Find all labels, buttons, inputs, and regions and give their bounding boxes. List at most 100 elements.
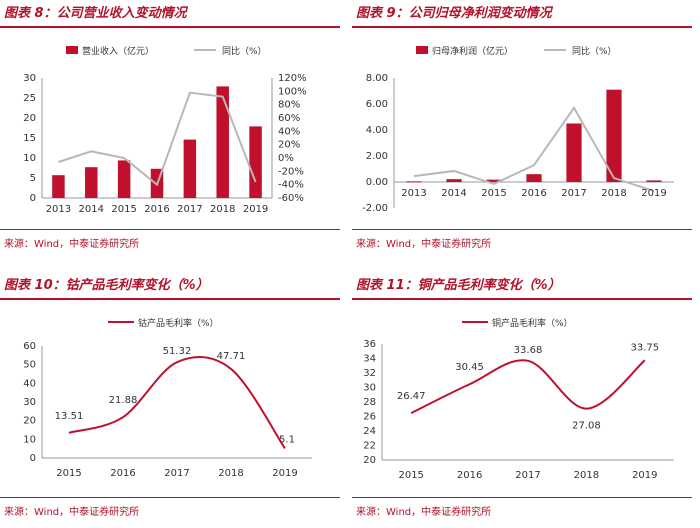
chart-source: 来源：Wind，中泰证券研究所 (356, 239, 492, 250)
x-tick-label: 2019 (632, 470, 657, 481)
x-tick-label: 2017 (164, 468, 189, 479)
y-tick-label: -2.00 (362, 203, 388, 214)
x-tick-label: 2016 (521, 188, 546, 199)
chart-title: 图表 11：铜产品毛利率变化（%） (356, 278, 561, 293)
source-rule (352, 497, 692, 498)
bar-2017 (566, 123, 582, 182)
bar-2016 (526, 174, 542, 182)
y-tick-label: 36 (363, 339, 376, 350)
y2-tick-label: 120% (278, 73, 307, 84)
title-rule (352, 26, 692, 28)
x-tick-label: 2017 (177, 204, 202, 215)
chart-title: 图表 10：钴产品毛利率变化（%） (4, 278, 209, 293)
x-tick-label: 2015 (481, 188, 506, 199)
x-tick-label: 2017 (515, 470, 540, 481)
bar-2019 (249, 126, 262, 198)
y2-tick-label: -60% (278, 193, 304, 204)
bar-2015 (486, 179, 502, 182)
y-tick-label: 10 (23, 434, 36, 445)
y-tick-label: 10 (23, 153, 36, 164)
y-tick-label: 2.00 (366, 151, 388, 162)
legend-label: 同比（%） (572, 45, 617, 57)
data-label: 47.71 (217, 351, 246, 362)
y2-tick-label: 20% (278, 140, 300, 151)
y-tick-label: 30 (363, 383, 376, 394)
y-tick-label: 22 (363, 441, 376, 452)
chart-title: 图表 9：公司归母净利润变动情况 (356, 6, 552, 21)
y-tick-label: 6.00 (366, 99, 388, 110)
legend-swatch-bar (416, 46, 428, 54)
data-label: 51.32 (163, 346, 192, 357)
x-tick-label: 2018 (218, 468, 243, 479)
x-tick-label: 2017 (561, 188, 586, 199)
y-tick-label: 0 (30, 193, 36, 204)
x-tick-label: 2016 (457, 470, 482, 481)
chart-source: 来源：Wind，中泰证券研究所 (4, 507, 140, 518)
chart-source: 来源：Wind，中泰证券研究所 (4, 239, 140, 250)
x-tick-label: 2016 (144, 204, 169, 215)
y2-tick-label: -20% (278, 166, 304, 177)
chart-net-profit: 归母净利润（亿元） 同比（%） -2.00 0.00 2.00 4.00 6.00 8.00 2… (362, 45, 674, 214)
x-tick-label: 2014 (79, 204, 104, 215)
chart-title: 图表 8：公司营业收入变动情况 (4, 6, 187, 21)
y-tick-label: 30 (23, 397, 36, 408)
legend-label: 钴产品毛利率（%） (138, 317, 219, 329)
x-tick-label: 2019 (641, 188, 666, 199)
y-tick-label: 0 (30, 453, 36, 464)
y-tick-label: 30 (23, 73, 36, 84)
data-label: 33.75 (630, 342, 659, 353)
legend-label: 归母净利润（亿元） (432, 45, 513, 57)
x-tick-label: 2019 (243, 204, 268, 215)
panel-net-profit: 图表 9：公司归母净利润变动情况 归母净利润（亿元） 同比（%） -2.00 0.00… (352, 0, 692, 255)
bar-2015 (117, 160, 131, 198)
data-label: 27.08 (572, 421, 601, 432)
legend-label: 同比（%） (222, 45, 267, 57)
chart-revenue: 营业收入（亿元） 同比（%） 0 5 10 15 20 25 30 -60% -40% -20% 0% 2… (23, 45, 307, 215)
x-tick-label: 2013 (401, 188, 426, 199)
chart-source: 来源：Wind，中泰证券研究所 (356, 507, 492, 518)
bar-2014 (85, 167, 98, 198)
y-tick-label: 4.00 (366, 125, 388, 136)
y2-tick-label: 100% (278, 86, 307, 97)
source-rule (352, 229, 692, 230)
x-tick-label: 2015 (56, 468, 81, 479)
legend-label: 铜产品毛利率（%） (492, 317, 573, 329)
series-line (410, 359, 646, 414)
x-tick-label: 2014 (441, 188, 466, 199)
y2-tick-label: 60% (278, 113, 300, 124)
series-line-yoy (58, 91, 257, 187)
y-tick-label: 8.00 (366, 73, 388, 84)
bar-2014 (446, 179, 462, 182)
bar-2013 (406, 181, 422, 183)
y-tick-label: 24 (363, 426, 376, 437)
y-tick-label: 28 (363, 397, 376, 408)
title-rule (0, 298, 340, 300)
data-label: 33.68 (514, 345, 543, 356)
y2-tick-label: 40% (278, 126, 300, 137)
y-tick-label: 5 (30, 173, 36, 184)
bar-2018 (216, 86, 229, 198)
x-tick-label: 2018 (210, 204, 235, 215)
y-tick-label: 20 (363, 455, 376, 466)
bar-2013 (52, 175, 65, 198)
data-label: 13.51 (55, 411, 84, 422)
title-rule (352, 298, 692, 300)
legend-swatch-bar (66, 46, 78, 54)
y-tick-label: 50 (23, 360, 36, 371)
panel-cobalt-margin: 图表 10：钴产品毛利率变化（%） 钴产品毛利率（%） 0 10 20 30 40 50 60… (0, 272, 340, 528)
title-rule (0, 26, 340, 28)
series-line-yoy (413, 106, 655, 193)
x-tick-label: 2018 (601, 188, 626, 199)
bar-2017 (183, 139, 197, 198)
x-tick-label: 2015 (398, 470, 423, 481)
data-label: 26.47 (397, 391, 426, 402)
x-tick-label: 2015 (111, 204, 136, 215)
bar-2019 (646, 180, 662, 182)
panel-revenue: 图表 8：公司营业收入变动情况 营业收入（亿元） 同比（%） 0 5 10 15 20 25 3… (0, 0, 340, 255)
y-tick-label: 0.00 (366, 177, 388, 188)
data-label: 5.1 (279, 434, 295, 445)
y-tick-label: 60 (23, 341, 36, 352)
series-line (68, 356, 286, 450)
x-tick-label: 2019 (272, 468, 297, 479)
source-rule (0, 497, 340, 498)
